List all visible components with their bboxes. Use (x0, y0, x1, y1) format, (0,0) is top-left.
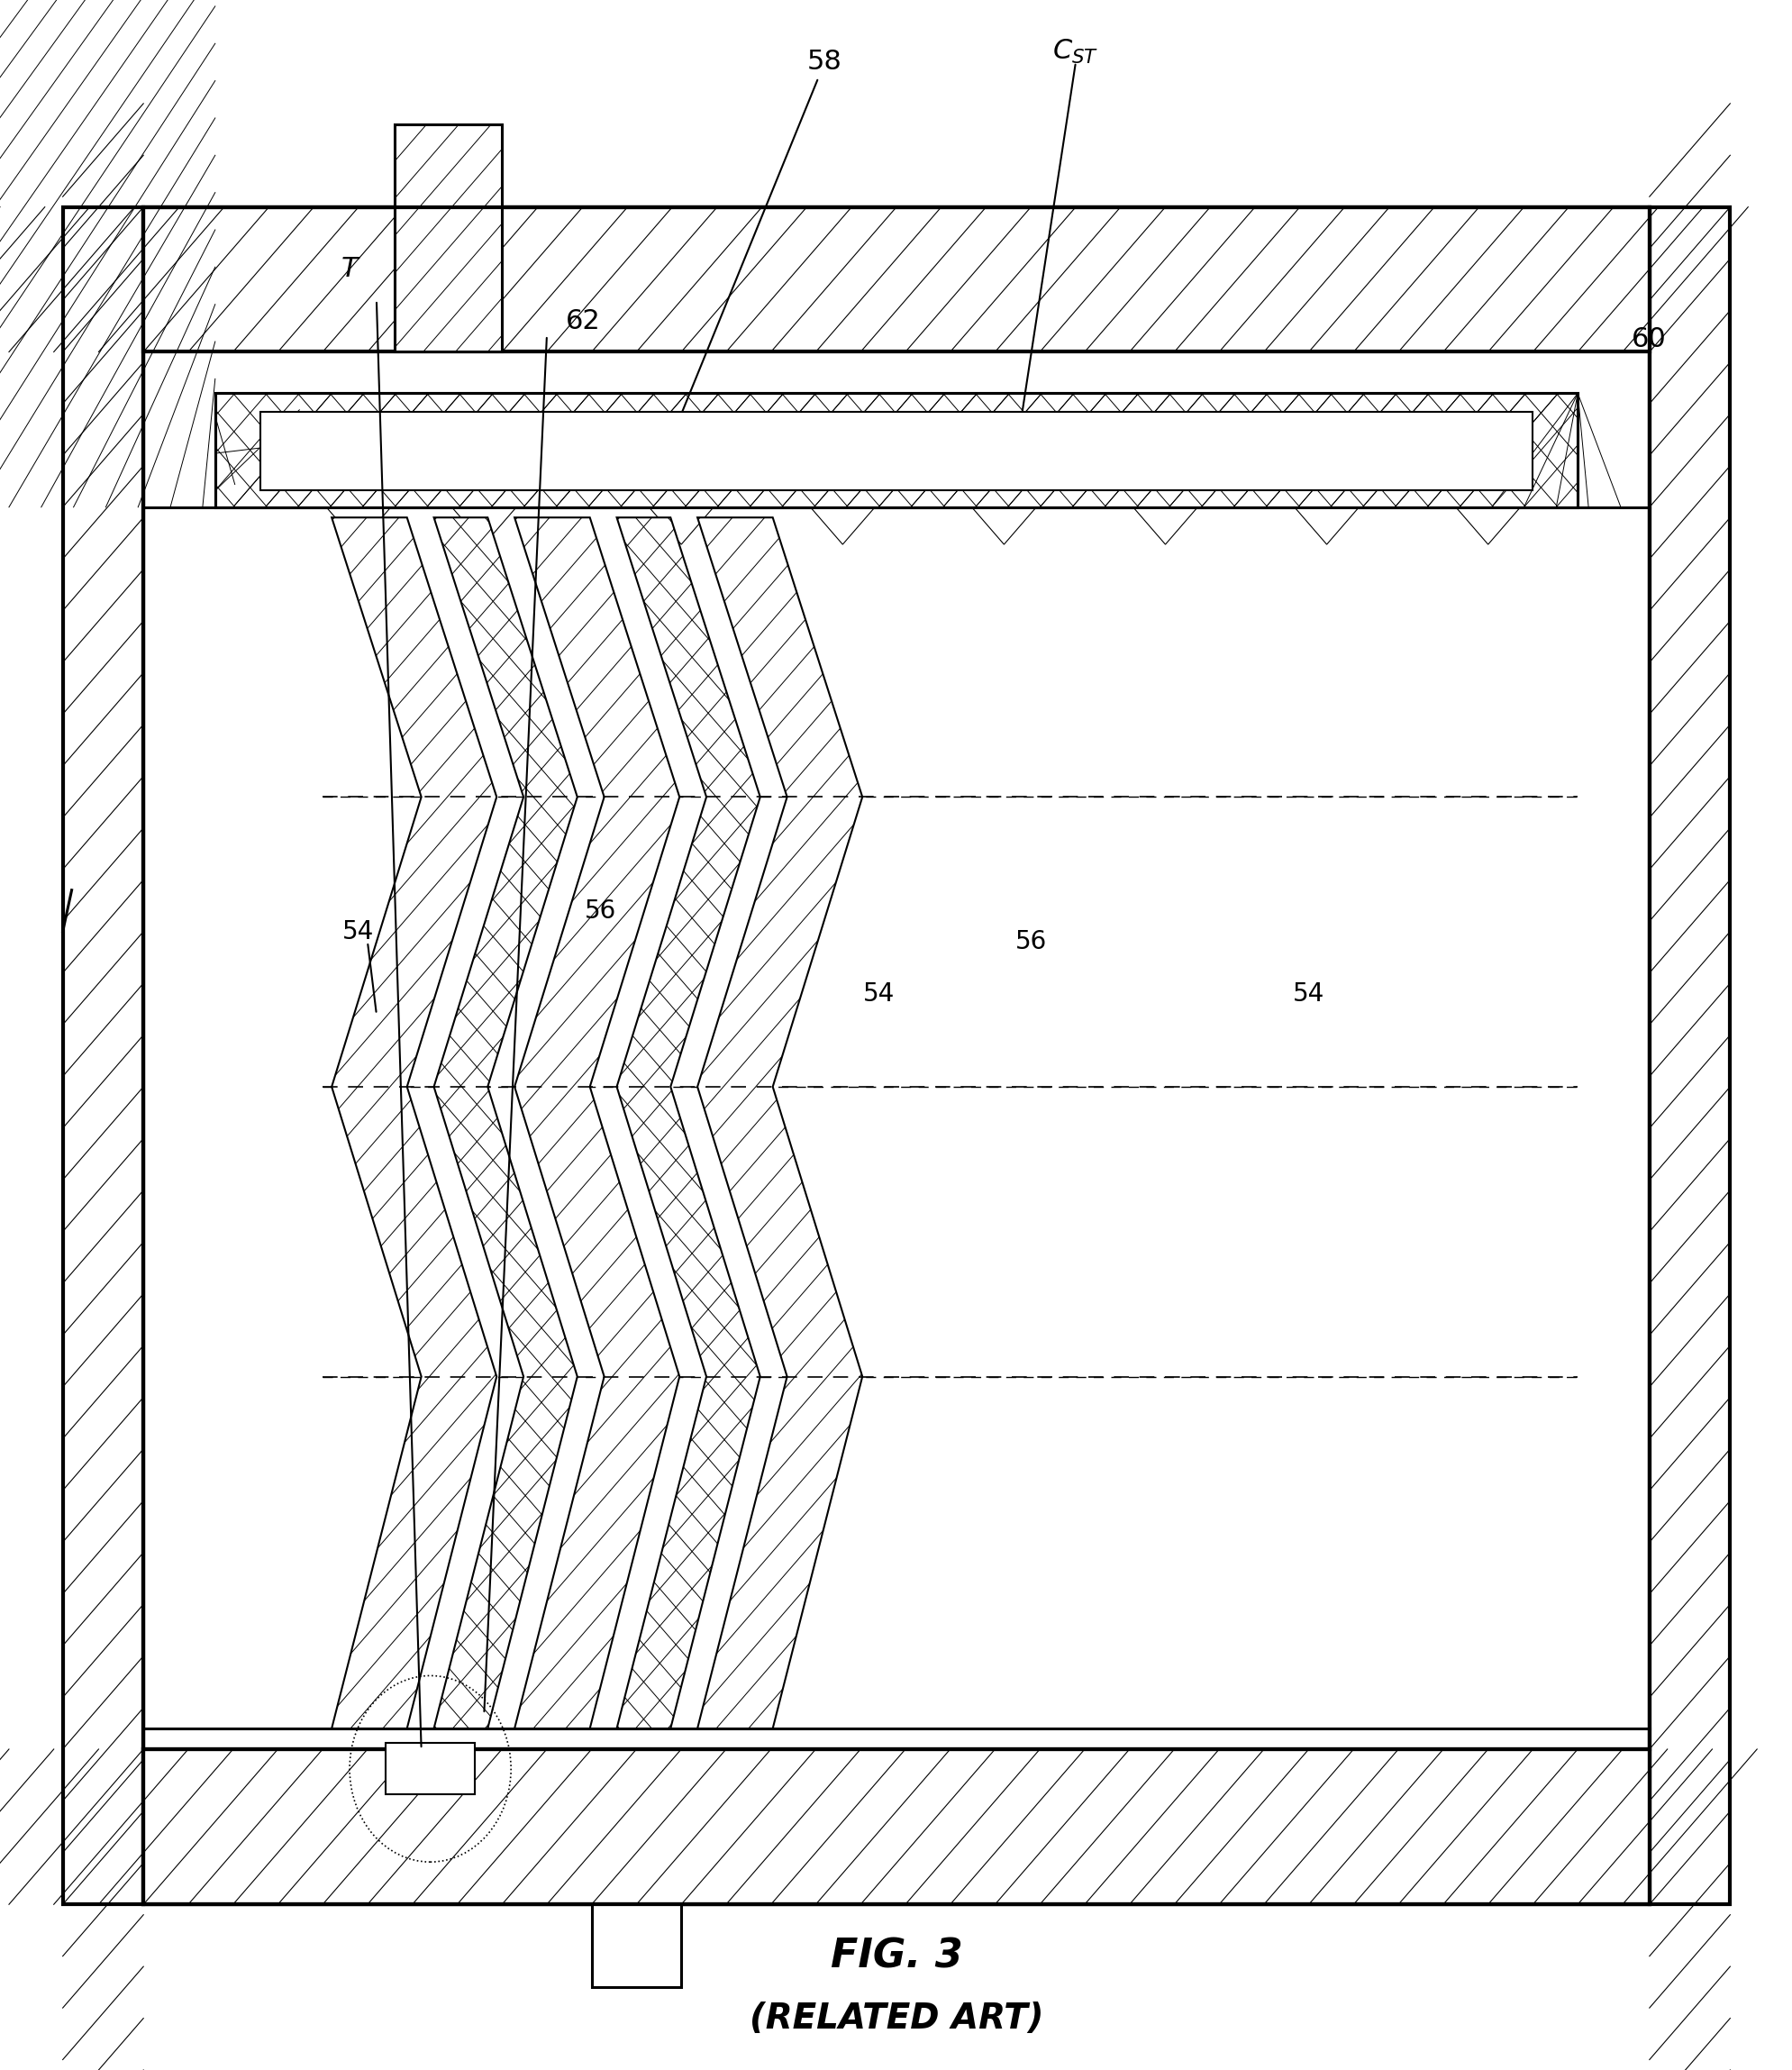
Text: 62: 62 (564, 308, 600, 333)
Polygon shape (616, 518, 760, 1728)
Bar (143, 207, 1649, 1904)
Text: (RELATED ART): (RELATED ART) (749, 2002, 1043, 2035)
Bar (215, 393, 1577, 507)
Text: $C_{ST}$: $C_{ST}$ (1052, 37, 1098, 66)
Polygon shape (1455, 507, 1520, 544)
Text: 54: 54 (862, 981, 894, 1006)
Polygon shape (514, 518, 679, 1728)
Text: 54: 54 (342, 919, 375, 944)
Polygon shape (591, 1904, 681, 1987)
Polygon shape (697, 518, 862, 1728)
Polygon shape (143, 207, 1649, 352)
Polygon shape (143, 1749, 1649, 1904)
Bar (215, 393, 1577, 507)
Polygon shape (394, 124, 502, 352)
Text: 58: 58 (683, 50, 842, 412)
Text: FIG. 3: FIG. 3 (830, 1938, 962, 1975)
Polygon shape (326, 507, 391, 544)
Bar (385, 1743, 475, 1795)
Bar (260, 412, 1532, 491)
Text: T: T (340, 257, 358, 282)
Text: 60: 60 (1631, 327, 1665, 352)
Text: 56: 56 (584, 898, 616, 923)
Bar (143, 207, 1649, 1904)
Polygon shape (971, 507, 1036, 544)
Polygon shape (434, 518, 577, 1728)
Text: 56: 56 (1014, 929, 1047, 954)
Polygon shape (1294, 507, 1358, 544)
Polygon shape (1133, 507, 1197, 544)
Polygon shape (649, 507, 713, 544)
Polygon shape (1649, 207, 1729, 1904)
Polygon shape (452, 507, 516, 544)
Polygon shape (810, 507, 874, 544)
Text: 54: 54 (1292, 981, 1324, 1006)
Bar (63, 207, 143, 1904)
Polygon shape (63, 207, 143, 1904)
Polygon shape (332, 518, 496, 1728)
